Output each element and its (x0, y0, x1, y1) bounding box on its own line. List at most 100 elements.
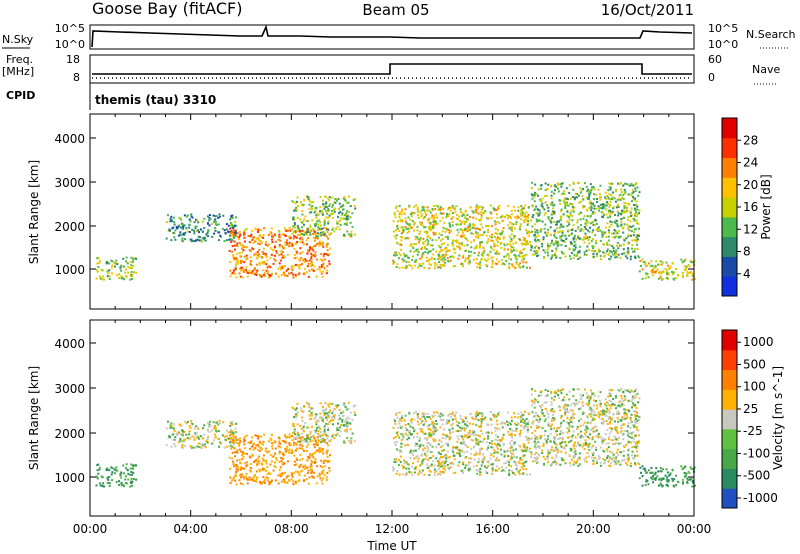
power-cell (450, 217, 453, 220)
velocity-cell (305, 438, 308, 441)
power-cell (242, 249, 245, 252)
power-cell (470, 246, 473, 249)
power-cell (308, 259, 311, 262)
power-cell (563, 193, 566, 196)
power-cell (293, 218, 296, 221)
power-cell (609, 203, 612, 206)
velocity-cell (451, 448, 454, 451)
velocity-cell (599, 391, 602, 394)
power-cell (448, 222, 451, 225)
power-cell (559, 235, 562, 238)
power-cell (350, 230, 353, 233)
power-cell (570, 210, 573, 213)
velocity-cell (341, 420, 344, 423)
power-cell (317, 213, 320, 216)
power-cell (515, 221, 518, 224)
velocity-cell (172, 427, 175, 430)
velocity-cell (494, 426, 497, 429)
velocity-cell (253, 474, 256, 477)
power-cell (522, 236, 525, 239)
velocity-cell (624, 408, 627, 411)
power-cell (207, 222, 210, 225)
velocity-cell (506, 449, 509, 452)
velocity-cell (245, 477, 248, 480)
velocity-cell (501, 438, 504, 441)
velocity-cell (424, 452, 427, 455)
power-cell (495, 258, 498, 261)
velocity-cell (310, 467, 313, 470)
power-cell (583, 241, 586, 244)
power-cell (561, 240, 564, 243)
power-cell (487, 254, 490, 257)
power-cell (294, 230, 297, 233)
velocity-cell (264, 460, 267, 463)
velocity-cell (433, 464, 436, 467)
power-cell (623, 252, 626, 255)
velocity-cell (325, 442, 328, 445)
velocity-cell (320, 459, 323, 462)
velocity-cell (525, 473, 528, 476)
velocity-cell (308, 410, 311, 413)
power-cell (429, 229, 432, 232)
power-cell (612, 247, 615, 250)
power-cell (239, 267, 242, 270)
power-cell (544, 251, 547, 254)
velocity-cell (500, 453, 503, 456)
power-cell (519, 252, 522, 255)
velocity-cell (438, 472, 441, 475)
velocity-cell (327, 429, 330, 432)
power-cell (400, 208, 403, 211)
power-cell (251, 239, 254, 242)
power-cell (327, 197, 330, 200)
power-cell (268, 274, 271, 277)
power-cell (439, 246, 442, 249)
power-cell (301, 251, 304, 254)
velocity-cell (305, 449, 308, 452)
velocity-cell (230, 430, 233, 433)
power-cell (309, 233, 312, 236)
power-cell (637, 255, 640, 258)
power-cell (232, 270, 235, 273)
velocity-cell (478, 452, 481, 455)
power-cell (441, 243, 444, 246)
power-cell (564, 205, 567, 208)
power-cell (404, 226, 407, 229)
power-cell (616, 232, 619, 235)
velocity-cell (297, 440, 300, 443)
power-cell (295, 206, 298, 209)
power-cell (591, 231, 594, 234)
velocity-cell (339, 417, 342, 420)
power-cell (283, 271, 286, 274)
velocity-cell (432, 430, 435, 433)
velocity-cell (262, 469, 265, 472)
velocity-cell (475, 453, 478, 456)
power-cell (458, 220, 461, 223)
velocity-cell (511, 436, 514, 439)
velocity-cell (463, 440, 466, 443)
power-cell (620, 218, 623, 221)
power-cell (293, 209, 296, 212)
power-cell (410, 264, 413, 267)
velocity-cell (431, 422, 434, 425)
velocity-cell (267, 440, 270, 443)
power-cell (318, 265, 321, 268)
power-cell (395, 265, 398, 268)
velocity-cell (583, 421, 586, 424)
power-cell (322, 270, 325, 273)
velocity-cell (279, 466, 282, 469)
velocity-cell (634, 417, 637, 420)
power-cell (452, 265, 455, 268)
power-cell (481, 233, 484, 236)
power-cell (328, 247, 331, 250)
velocity-cell (472, 465, 475, 468)
power-cell (525, 216, 528, 219)
velocity-cell (399, 418, 402, 421)
velocity-cell (441, 449, 444, 452)
velocity-cell (480, 465, 483, 468)
velocity-cell (583, 448, 586, 451)
power-cell (688, 265, 691, 268)
power-cell (575, 196, 578, 199)
velocity-cell (292, 422, 295, 425)
velocity-cell (494, 434, 497, 437)
power-cell (601, 235, 604, 238)
